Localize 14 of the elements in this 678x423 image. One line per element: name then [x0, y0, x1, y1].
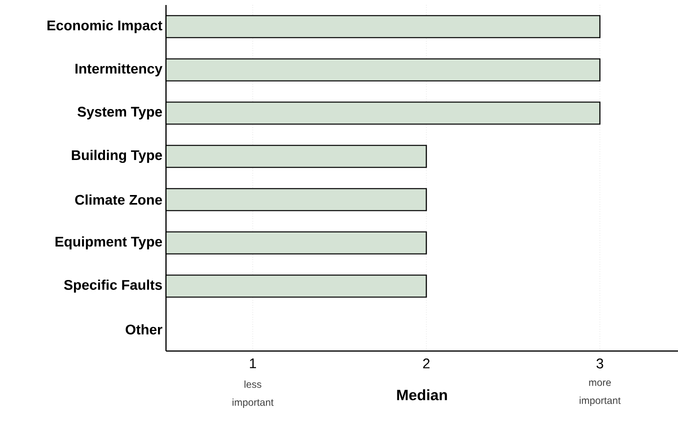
y-tick-label: Specific Faults: [64, 280, 162, 293]
text: less important: [232, 380, 274, 408]
y-tick-label: Building Type: [72, 150, 162, 163]
y-tick-label: Economic Impact: [48, 20, 162, 34]
y-tick-label: Intermittency: [76, 63, 162, 76]
y-tick-label: Equipment Type: [56, 236, 162, 250]
text: more important: [580, 380, 621, 406]
y-tick-label: Other: [126, 324, 162, 335]
x-tick-label: 2: [423, 358, 430, 368]
x-tick-label: 1: [250, 358, 256, 368]
y-tick-label: Climate Zone: [75, 194, 162, 205]
x-tick-label: 3: [596, 358, 604, 368]
x-axis-title: Median: [397, 389, 447, 400]
y-tick-label: System Type: [78, 106, 162, 120]
